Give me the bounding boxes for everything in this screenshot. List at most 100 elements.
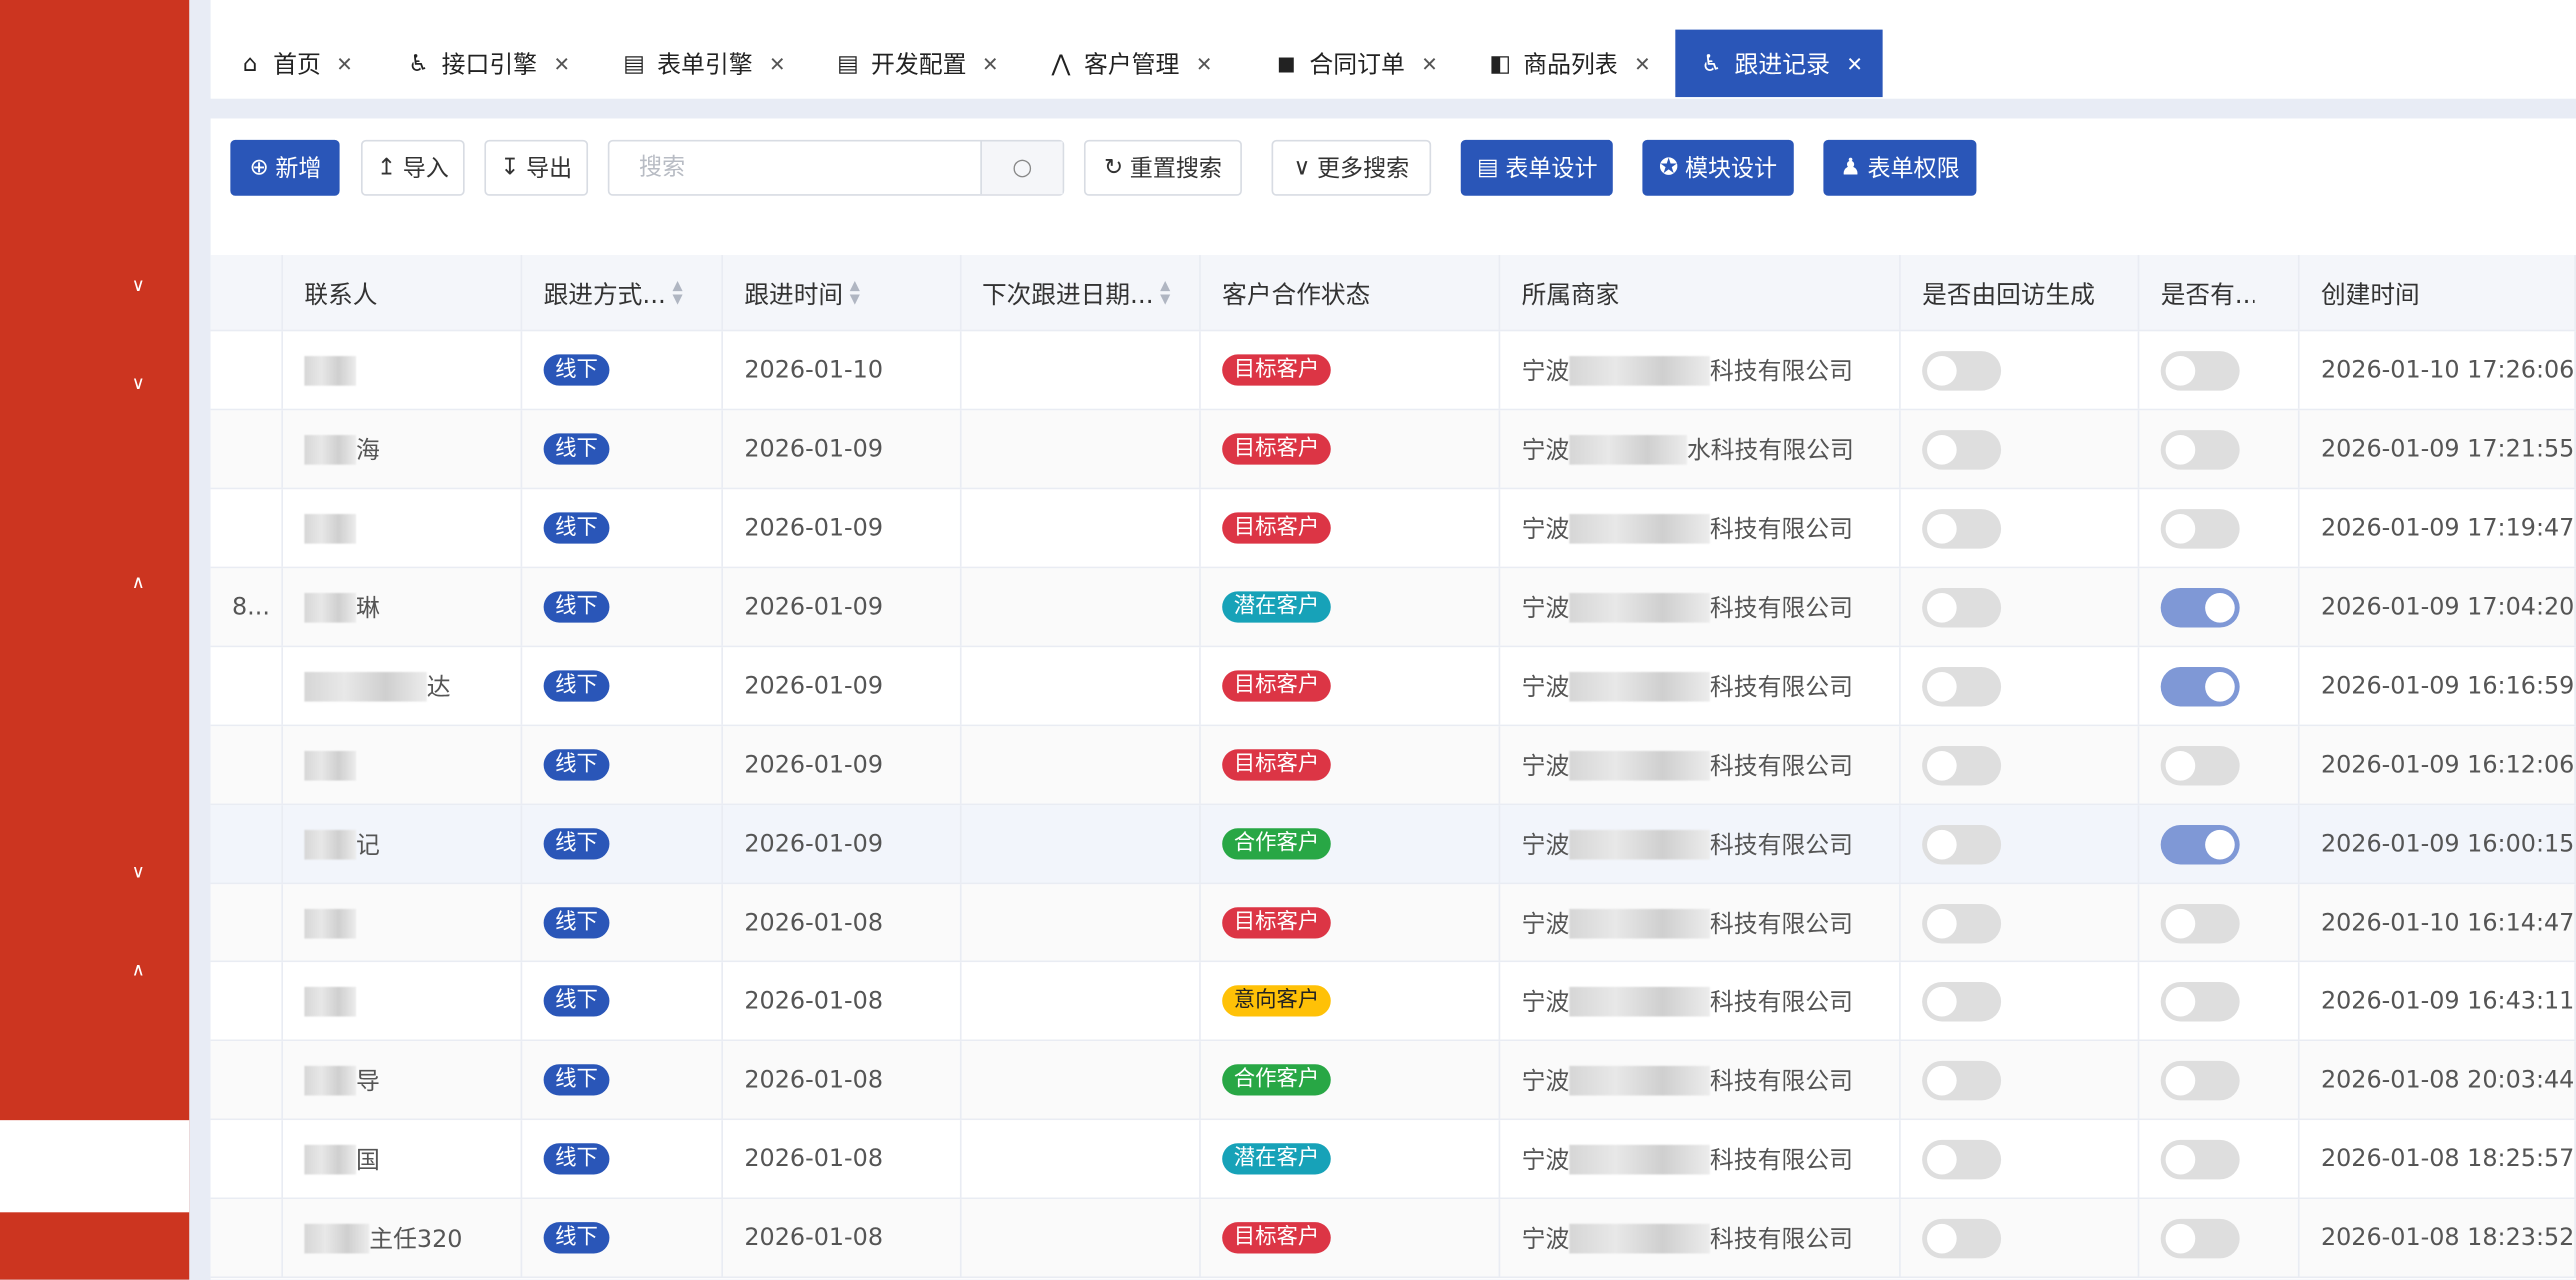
- table-cell: [1901, 331, 2140, 409]
- has-toggle[interactable]: [2160, 666, 2240, 706]
- close-icon[interactable]: ✕: [769, 51, 786, 75]
- tab-7[interactable]: ♿ 跟进记录 ✕: [1675, 29, 1883, 98]
- sort-icon[interactable]: ▲ ▼: [1160, 278, 1171, 307]
- has-toggle[interactable]: [2160, 824, 2240, 864]
- reset-search-button[interactable]: ↻ 重置搜索: [1083, 139, 1242, 196]
- tab-6[interactable]: ◧ 商品列表 ✕: [1461, 30, 1651, 97]
- column-header[interactable]: 创建时间: [2300, 255, 2576, 330]
- tab-3[interactable]: ▤ 开发配置 ✕: [809, 30, 999, 97]
- revisit-toggle[interactable]: [1922, 1060, 2002, 1100]
- tab-5[interactable]: ◼ 合同订单 ✕: [1247, 30, 1438, 97]
- table-row[interactable]: 主任320 线下 2026-01-08 目标客户 宁波 科技有限公司 2026-01-08 …: [210, 1199, 2576, 1279]
- has-toggle[interactable]: [2160, 981, 2240, 1021]
- chevron-up-icon[interactable]: ∧: [131, 571, 145, 593]
- has-toggle[interactable]: [2160, 587, 2240, 627]
- table-row[interactable]: 国 线下 2026-01-08 潜在客户 宁波 科技有限公司 2026-01-08 18:2…: [210, 1120, 2576, 1200]
- method-badge: 线下: [543, 354, 610, 386]
- more-search-button[interactable]: ∨ 更多搜索: [1271, 139, 1432, 196]
- table-row[interactable]: 线下 2026-01-09 目标客户 宁波 科技有限公司 2026-01-09 17:19…: [210, 489, 2576, 569]
- table-row[interactable]: 达 线下 2026-01-09 目标客户 宁波 科技有限公司 2026-01-09 16:1…: [210, 647, 2576, 727]
- table-cell: [1901, 726, 2140, 804]
- column-header[interactable]: 跟进方式... ▲ ▼: [522, 255, 723, 330]
- chevron-down-icon[interactable]: ∨: [131, 861, 145, 883]
- table-cell: 线下: [522, 1041, 723, 1119]
- table-row[interactable]: 线下 2026-01-08 目标客户 宁波 科技有限公司 2026-01-10 16:14…: [210, 884, 2576, 963]
- close-icon[interactable]: ✕: [336, 51, 353, 75]
- has-toggle[interactable]: [2160, 1060, 2240, 1100]
- table-row[interactable]: 记 线下 2026-01-09 合作客户 宁波 科技有限公司 2026-01-09 16:0…: [210, 805, 2576, 885]
- close-icon[interactable]: ✕: [1195, 51, 1213, 75]
- chevron-down-icon[interactable]: ∨: [131, 372, 145, 394]
- import-button[interactable]: ↥ 导入: [360, 139, 465, 196]
- method-badge: 线下: [543, 1064, 610, 1096]
- has-toggle[interactable]: [2160, 1218, 2240, 1258]
- table-cell: [962, 568, 1201, 646]
- table-cell: 2026-01-09 17:19:47: [2300, 489, 2576, 567]
- form-design-button[interactable]: ▤ 表单设计: [1460, 139, 1613, 196]
- tab-label: 客户管理: [1083, 52, 1180, 79]
- has-toggle[interactable]: [2160, 745, 2240, 785]
- table-row[interactable]: 8... 琳 线下 2026-01-09 潜在客户 宁波 科技有限公司 2026-01-09 …: [210, 568, 2576, 648]
- revisit-toggle[interactable]: [1922, 350, 2002, 390]
- column-header[interactable]: [211, 255, 284, 330]
- table-row[interactable]: 导 线下 2026-01-08 合作客户 宁波 科技有限公司 2026-01-08 20:0…: [210, 1041, 2576, 1121]
- revisit-toggle[interactable]: [1922, 745, 2002, 785]
- search-button[interactable]: ○: [980, 141, 1063, 195]
- revisit-toggle[interactable]: [1922, 429, 2002, 469]
- column-header[interactable]: 下次跟进日期... ▲ ▼: [962, 255, 1201, 330]
- revisit-toggle[interactable]: [1922, 981, 2002, 1021]
- revisit-toggle[interactable]: [1922, 903, 2002, 943]
- tab-2[interactable]: ▤ 表单引擎 ✕: [595, 30, 786, 97]
- status-badge: 意向客户: [1222, 985, 1331, 1017]
- close-icon[interactable]: ✕: [1846, 51, 1863, 75]
- table-row[interactable]: 线下 2026-01-09 目标客户 宁波 科技有限公司 2026-01-09 16:12…: [210, 726, 2576, 806]
- table-row[interactable]: 海 线下 2026-01-09 目标客户 宁波 水科技有限公司 2026-01-09 17:…: [210, 410, 2576, 490]
- module-design-button[interactable]: ✪ 模块设计: [1642, 139, 1794, 196]
- column-header[interactable]: 所属商家: [1500, 255, 1901, 330]
- has-toggle[interactable]: [2160, 1139, 2240, 1179]
- table-cell: [962, 1041, 1201, 1119]
- has-toggle[interactable]: [2160, 350, 2240, 390]
- table-cell: 目标客户: [1201, 726, 1501, 804]
- column-header[interactable]: 是否有...: [2139, 255, 2300, 330]
- tab-4[interactable]: ⋀ 客户管理 ✕: [1021, 30, 1212, 97]
- close-icon[interactable]: ✕: [981, 51, 999, 75]
- created-time: 2026-01-08 18:23:52: [2320, 1224, 2575, 1251]
- has-toggle[interactable]: [2160, 508, 2240, 548]
- column-header[interactable]: 联系人: [283, 255, 523, 330]
- column-header[interactable]: 跟进时间 ▲ ▼: [723, 255, 962, 330]
- form-permission-button[interactable]: ♟ 表单权限: [1823, 139, 1977, 196]
- column-header[interactable]: 客户合作状态: [1201, 255, 1501, 330]
- has-toggle[interactable]: [2160, 903, 2240, 943]
- table-row[interactable]: 线下 2026-01-10 目标客户 宁波 科技有限公司 2026-01-10 17:26…: [210, 331, 2576, 411]
- tab-1[interactable]: ♿ 接口引擎 ✕: [379, 30, 570, 97]
- revisit-toggle[interactable]: [1922, 1218, 2002, 1258]
- chevron-up-icon[interactable]: ∧: [131, 959, 145, 981]
- search-input[interactable]: [609, 141, 981, 195]
- sort-icon[interactable]: ▲ ▼: [672, 278, 683, 307]
- contact-name: 记: [356, 833, 380, 860]
- sort-icon[interactable]: ▲ ▼: [849, 278, 860, 307]
- tab-0[interactable]: ⌂ 首页 ✕: [211, 30, 353, 97]
- close-icon[interactable]: ✕: [553, 51, 571, 75]
- chevron-down-icon[interactable]: ∨: [131, 274, 145, 297]
- table-row[interactable]: 线下 2026-01-08 意向客户 宁波 科技有限公司 2026-01-09 16:43…: [210, 962, 2576, 1042]
- created-time: 2026-01-09 16:00:15: [2320, 830, 2575, 858]
- sidebar-active-item[interactable]: [0, 1120, 190, 1213]
- column-header[interactable]: 是否由回访生成: [1901, 255, 2140, 330]
- upload-icon: ↥: [376, 154, 397, 181]
- add-button[interactable]: ⊕ 新增: [230, 139, 340, 196]
- revisit-toggle[interactable]: [1922, 587, 2002, 627]
- revisit-toggle[interactable]: [1922, 1139, 2002, 1179]
- redacted-block: [304, 1144, 357, 1174]
- close-icon[interactable]: ✕: [1634, 51, 1651, 75]
- close-icon[interactable]: ✕: [1421, 51, 1438, 75]
- revisit-toggle[interactable]: [1922, 666, 2002, 706]
- revisit-toggle[interactable]: [1922, 508, 2002, 548]
- revisit-toggle[interactable]: [1922, 824, 2002, 864]
- table-cell: [211, 1199, 284, 1277]
- export-button[interactable]: ↧ 导出: [484, 139, 589, 196]
- has-toggle[interactable]: [2160, 429, 2240, 469]
- table-cell: [211, 962, 284, 1040]
- follow-date: 2026-01-08: [744, 1066, 884, 1094]
